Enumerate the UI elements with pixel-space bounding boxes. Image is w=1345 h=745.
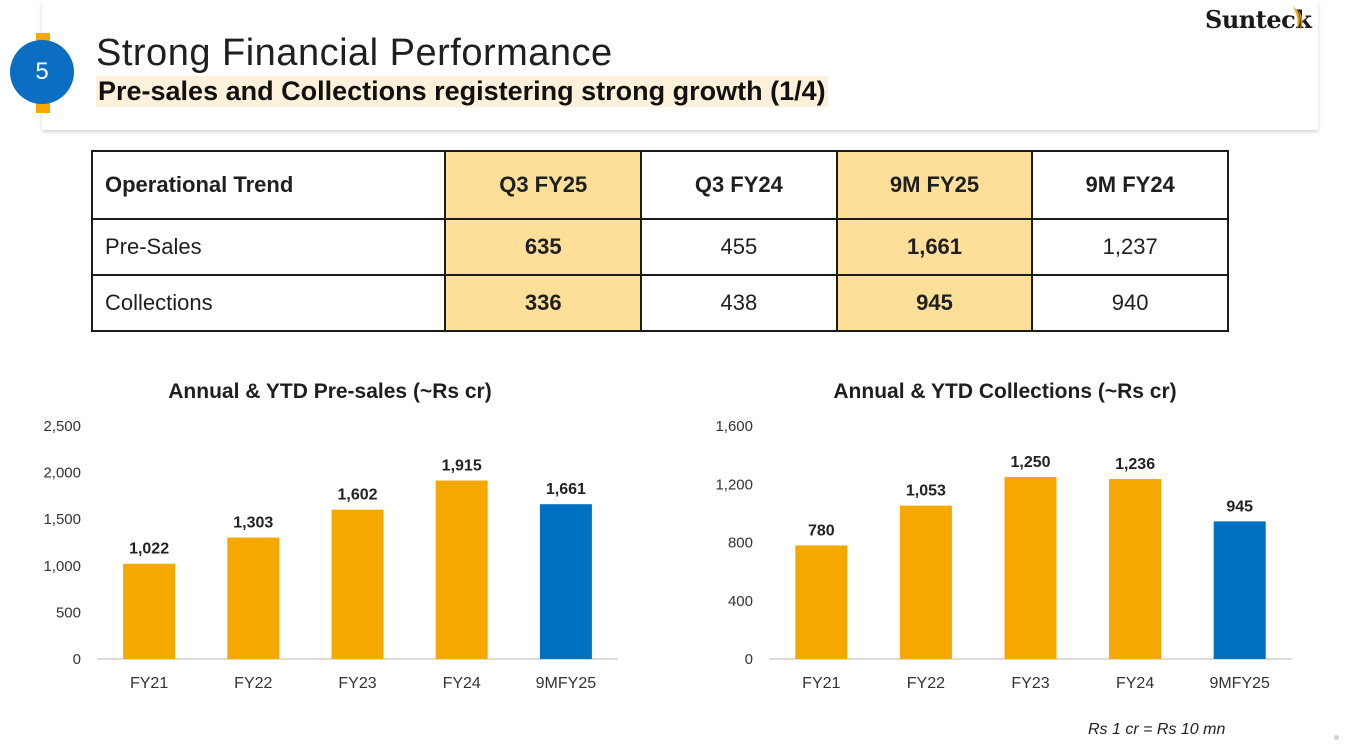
- x-tick-label: FY21: [130, 675, 168, 692]
- table-cell: 336: [444, 274, 643, 332]
- footnote: Rs 1 cr = Rs 10 mn: [1088, 721, 1226, 738]
- sunteck-logo: Sunteck: [1205, 5, 1312, 34]
- presales-chart: 0 500 1,000 1,500 2,000 2,500 1,022 FY21 1,303 FY…: [43, 418, 618, 692]
- x-tick-label: FY22: [234, 675, 272, 692]
- flame-icon: [1293, 6, 1303, 30]
- slide-subtitle: Pre-sales and Collections registering st…: [96, 76, 828, 107]
- row-label-presales: Pre-Sales: [90, 218, 447, 276]
- y-tick-label: 1,000: [43, 558, 81, 575]
- bar: [331, 509, 384, 659]
- y-tick-label: 800: [728, 535, 753, 552]
- table-cell: 455: [640, 218, 838, 276]
- row-label-collections: Collections: [90, 274, 447, 332]
- data-label: 1,661: [546, 481, 586, 498]
- bar: [1213, 521, 1266, 659]
- x-tick-label: FY24: [1116, 675, 1154, 692]
- y-tick-label: 400: [728, 593, 753, 610]
- table-cell: 635: [444, 218, 643, 276]
- table-cell: 940: [1031, 274, 1229, 332]
- data-label: 1,022: [129, 541, 169, 558]
- x-tick-label: FY21: [802, 675, 840, 692]
- bar: [1004, 476, 1057, 659]
- data-label: 1,915: [442, 458, 482, 475]
- bar: [1109, 479, 1162, 659]
- x-tick-label: 9MFY25: [1209, 675, 1270, 692]
- y-tick-label: 1,500: [43, 511, 81, 528]
- bar: [435, 480, 488, 659]
- y-tick-label: 1,600: [715, 418, 753, 435]
- data-label: 1,236: [1115, 456, 1155, 473]
- bar: [123, 563, 176, 659]
- data-label: 1,303: [233, 515, 273, 532]
- data-label: 945: [1226, 498, 1253, 515]
- y-tick-label: 2,500: [43, 418, 81, 435]
- header-card: [42, 0, 1318, 130]
- table-cell: 1,237: [1031, 218, 1229, 276]
- y-tick-label: 0: [73, 651, 81, 668]
- bar: [539, 504, 592, 659]
- table-cell: 438: [640, 274, 838, 332]
- slide-number-badge: 5: [10, 40, 74, 104]
- table-header-q3fy25: Q3 FY25: [444, 150, 643, 220]
- bar: [795, 545, 848, 659]
- slide-title: Strong Financial Performance: [96, 32, 613, 74]
- presales-chart-title: Annual & YTD Pre-sales (~Rs cr): [168, 380, 492, 403]
- bar: [227, 537, 280, 659]
- bar: [899, 505, 952, 659]
- y-tick-label: 1,200: [715, 476, 753, 493]
- table-cell: 945: [835, 274, 1034, 332]
- data-label: 1,053: [906, 483, 946, 500]
- x-tick-label: FY22: [907, 675, 945, 692]
- y-tick-label: 2,000: [43, 465, 81, 482]
- table-header-q3fy24: Q3 FY24: [640, 150, 838, 220]
- page-dot: [1334, 735, 1339, 740]
- collections-chart-title: Annual & YTD Collections (~Rs cr): [833, 380, 1177, 403]
- table-row: Pre-Sales 635 455 1,661 1,237: [90, 218, 1229, 276]
- table-header-label: Operational Trend: [90, 150, 447, 220]
- table-header-9mfy25: 9M FY25: [835, 150, 1034, 220]
- table-header-row: Operational Trend Q3 FY25 Q3 FY24 9M FY2…: [90, 150, 1229, 220]
- data-label: 780: [808, 522, 835, 539]
- x-tick-label: 9MFY25: [536, 675, 597, 692]
- table-cell: 1,661: [835, 218, 1034, 276]
- data-label: 1,602: [337, 487, 377, 504]
- table-row: Collections 336 438 945 940: [90, 274, 1229, 332]
- y-tick-label: 0: [745, 651, 753, 668]
- x-tick-label: FY23: [1011, 675, 1049, 692]
- x-tick-label: FY24: [443, 675, 481, 692]
- operational-trend-table: Operational Trend Q3 FY25 Q3 FY24 9M FY2…: [90, 150, 1229, 332]
- collections-chart: 0 400 800 1,200 1,600 780 FY21 1,053 FY22 1,250 FY…: [715, 418, 1292, 692]
- x-tick-label: FY23: [338, 675, 376, 692]
- data-label: 1,250: [1010, 454, 1050, 471]
- table-header-9mfy24: 9M FY24: [1031, 150, 1229, 220]
- y-tick-label: 500: [56, 604, 81, 621]
